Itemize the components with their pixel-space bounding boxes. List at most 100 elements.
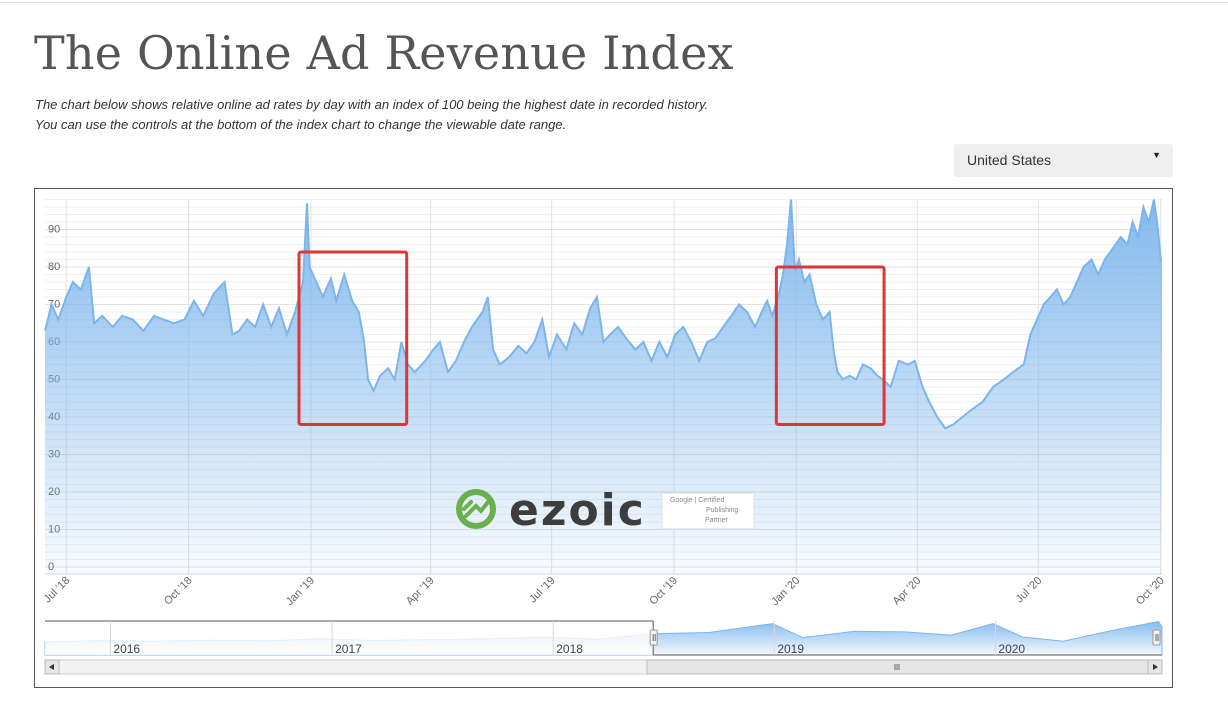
data-point — [153, 314, 156, 317]
data-point — [1103, 258, 1106, 261]
data-point — [1075, 281, 1078, 284]
navigator-scrollbar[interactable] — [44, 659, 1163, 675]
data-point — [393, 378, 396, 381]
data-point — [1090, 258, 1093, 261]
navigator-handles[interactable] — [649, 629, 1161, 646]
data-point — [44, 329, 47, 332]
navigator-series — [44, 620, 1163, 656]
data-point — [907, 363, 910, 366]
arrow-left-icon — [49, 664, 54, 670]
data-point — [581, 333, 584, 336]
data-point — [212, 292, 215, 295]
data-point — [650, 359, 653, 362]
data-point — [286, 333, 289, 336]
data-point — [921, 386, 924, 389]
x-tick-label: Oct '19 — [647, 575, 680, 608]
data-point — [970, 408, 973, 411]
badge-line-2: Publishing — [706, 507, 738, 514]
data-point — [706, 341, 709, 344]
y-tick-label: 80 — [48, 261, 60, 273]
data-point — [202, 314, 205, 317]
x-tick-label: Apr '19 — [404, 575, 437, 608]
data-point — [690, 341, 693, 344]
data-point — [357, 311, 360, 314]
data-point — [936, 416, 939, 419]
data-point — [79, 288, 82, 291]
data-point — [308, 266, 311, 269]
data-point — [173, 322, 176, 325]
data-point — [1029, 333, 1032, 336]
x-tick-label: Apr '20 — [891, 575, 924, 608]
data-point — [508, 356, 511, 359]
data-point — [302, 281, 305, 284]
data-point — [1142, 206, 1145, 209]
data-point — [1055, 288, 1058, 291]
data-point — [481, 311, 484, 314]
data-point — [231, 333, 234, 336]
data-point — [162, 318, 165, 321]
data-point — [981, 401, 984, 404]
subtitle-line-2: You can use the controls at the bottom o… — [35, 117, 567, 132]
data-point — [351, 299, 354, 302]
data-point — [424, 359, 427, 362]
data-point — [1147, 221, 1150, 224]
data-point — [470, 326, 473, 329]
country-select[interactable]: United States ▼ — [954, 144, 1173, 177]
data-point — [93, 322, 96, 325]
data-point — [1062, 303, 1065, 306]
data-point — [913, 359, 916, 362]
index-chart-svg: 0102030405060708090 ezoic Google | Certi… — [42, 198, 1167, 675]
data-point — [556, 333, 559, 336]
range-navigator[interactable]: 2016 2017 2018 2019 2020 — [44, 620, 1163, 675]
data-point — [335, 299, 338, 302]
navigator-year-label: 2019 — [777, 642, 804, 656]
data-point — [754, 326, 757, 329]
data-point — [876, 374, 879, 377]
data-point — [432, 348, 435, 351]
data-point — [87, 266, 90, 269]
page-subtitle: The chart below shows relative online ad… — [35, 95, 708, 135]
data-point — [1082, 266, 1085, 269]
badge-line-1: Google | Certified — [670, 497, 724, 504]
data-point — [848, 374, 851, 377]
data-point — [1157, 228, 1160, 231]
data-point — [836, 371, 839, 374]
data-point — [454, 359, 457, 362]
data-point — [1153, 198, 1156, 201]
data-point — [625, 337, 628, 340]
data-point — [413, 371, 416, 374]
data-point — [1069, 296, 1072, 299]
data-point — [363, 341, 366, 344]
series-line — [44, 199, 1162, 430]
highlight-box — [297, 250, 409, 426]
data-point — [387, 367, 390, 370]
data-point — [476, 318, 479, 321]
data-point — [192, 299, 195, 302]
data-point — [372, 389, 375, 392]
data-point — [698, 359, 701, 362]
data-point — [111, 326, 114, 329]
data-point — [1012, 371, 1015, 374]
data-point — [730, 314, 733, 317]
data-point — [57, 318, 60, 321]
data-point — [828, 311, 831, 314]
series-area-fill — [45, 199, 1162, 574]
data-point — [771, 314, 774, 317]
x-tick-label: Oct '20 — [1134, 575, 1167, 608]
data-point — [714, 337, 717, 340]
data-point — [498, 363, 501, 366]
subtitle-line-1: The chart below shows relative online ad… — [35, 97, 709, 112]
data-point — [462, 341, 465, 344]
data-point — [674, 333, 677, 336]
data-point — [642, 341, 645, 344]
data-point — [379, 374, 382, 377]
y-tick-label: 90 — [48, 224, 60, 236]
data-point — [565, 348, 568, 351]
navigator-year-label: 2016 — [113, 642, 140, 656]
x-tick-label: Jan '20 — [769, 575, 802, 608]
data-point — [869, 367, 872, 370]
x-tick-label: Jul '18 — [42, 575, 73, 606]
x-tick-label: Jan '19 — [284, 575, 317, 608]
navigator-year-label: 2020 — [998, 642, 1025, 656]
data-point — [1119, 236, 1122, 239]
